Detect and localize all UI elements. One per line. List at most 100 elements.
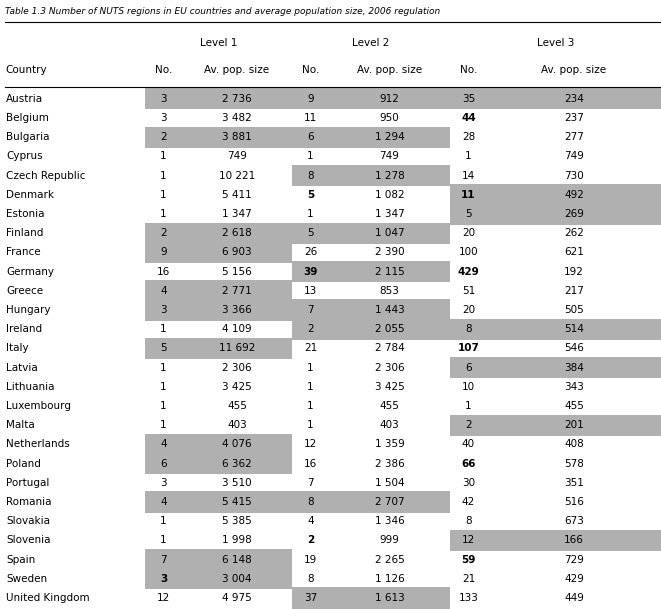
Text: 749: 749 bbox=[227, 152, 247, 161]
Text: Finland: Finland bbox=[6, 228, 44, 238]
Text: 35: 35 bbox=[462, 94, 475, 104]
Text: Level 3: Level 3 bbox=[537, 38, 574, 48]
Text: Av. pop. size: Av. pop. size bbox=[204, 65, 270, 75]
Text: 11 692: 11 692 bbox=[219, 343, 255, 353]
Text: 2 306: 2 306 bbox=[375, 362, 405, 373]
Text: 3 004: 3 004 bbox=[222, 574, 252, 584]
Text: 59: 59 bbox=[461, 555, 476, 565]
Bar bbox=[292, 261, 329, 282]
Text: 5 385: 5 385 bbox=[222, 516, 252, 526]
Text: 1: 1 bbox=[465, 152, 472, 161]
Text: 429: 429 bbox=[457, 267, 479, 276]
Text: 516: 516 bbox=[564, 497, 584, 507]
Text: 5 411: 5 411 bbox=[222, 190, 252, 200]
Text: 7: 7 bbox=[160, 555, 167, 565]
Text: 6 903: 6 903 bbox=[222, 247, 252, 258]
Bar bbox=[145, 434, 182, 455]
Text: 408: 408 bbox=[564, 440, 584, 449]
Bar bbox=[487, 357, 661, 378]
Text: Estonia: Estonia bbox=[6, 209, 44, 219]
Bar bbox=[292, 491, 329, 513]
Text: 8: 8 bbox=[307, 497, 314, 507]
Bar bbox=[450, 415, 487, 436]
Text: 749: 749 bbox=[564, 152, 584, 161]
Text: 4 076: 4 076 bbox=[222, 440, 252, 449]
Text: 3 366: 3 366 bbox=[222, 305, 252, 315]
Bar bbox=[145, 242, 182, 263]
Text: 4 975: 4 975 bbox=[222, 593, 252, 603]
Bar bbox=[292, 165, 329, 186]
Text: 351: 351 bbox=[564, 478, 584, 488]
Bar bbox=[145, 300, 182, 320]
Bar bbox=[182, 338, 292, 359]
Text: Latvia: Latvia bbox=[6, 362, 38, 373]
Text: France: France bbox=[6, 247, 40, 258]
Text: Slovakia: Slovakia bbox=[6, 516, 50, 526]
Text: Spain: Spain bbox=[6, 555, 35, 565]
Text: 1 347: 1 347 bbox=[375, 209, 405, 219]
Text: 1: 1 bbox=[307, 362, 314, 373]
Bar bbox=[182, 453, 292, 474]
Text: Germany: Germany bbox=[6, 267, 54, 276]
Text: 2: 2 bbox=[307, 324, 314, 334]
Bar bbox=[182, 280, 292, 301]
Bar bbox=[292, 588, 329, 608]
Text: 505: 505 bbox=[564, 305, 584, 315]
Text: 12: 12 bbox=[462, 535, 475, 546]
Text: Level 2: Level 2 bbox=[352, 38, 390, 48]
Bar bbox=[450, 319, 487, 340]
Bar bbox=[292, 88, 329, 110]
Text: 201: 201 bbox=[564, 420, 584, 430]
Text: Malta: Malta bbox=[6, 420, 35, 430]
Text: 1: 1 bbox=[160, 362, 167, 373]
Text: Bulgaria: Bulgaria bbox=[6, 132, 50, 142]
Bar bbox=[450, 88, 487, 110]
Text: Level 1: Level 1 bbox=[200, 38, 237, 48]
Text: Greece: Greece bbox=[6, 286, 43, 296]
Text: 37: 37 bbox=[304, 593, 317, 603]
Text: 455: 455 bbox=[227, 401, 247, 411]
Text: 5: 5 bbox=[465, 209, 472, 219]
Text: 262: 262 bbox=[564, 228, 584, 238]
Text: 39: 39 bbox=[303, 267, 318, 276]
Bar bbox=[329, 127, 450, 148]
Text: 999: 999 bbox=[379, 535, 399, 546]
Text: 20: 20 bbox=[462, 305, 475, 315]
Text: Av. pop. size: Av. pop. size bbox=[357, 65, 422, 75]
Text: 2 055: 2 055 bbox=[375, 324, 405, 334]
Text: 12: 12 bbox=[304, 440, 317, 449]
Text: 343: 343 bbox=[564, 382, 584, 392]
Bar bbox=[329, 300, 450, 320]
Text: 403: 403 bbox=[227, 420, 247, 430]
Bar bbox=[450, 357, 487, 378]
Text: 621: 621 bbox=[564, 247, 584, 258]
Text: 2: 2 bbox=[465, 420, 472, 430]
Text: 3: 3 bbox=[160, 94, 167, 104]
Bar bbox=[329, 165, 450, 186]
Text: 2: 2 bbox=[160, 228, 167, 238]
Text: 853: 853 bbox=[379, 286, 399, 296]
Text: 107: 107 bbox=[457, 343, 479, 353]
Text: 21: 21 bbox=[304, 343, 317, 353]
Text: 13: 13 bbox=[304, 286, 317, 296]
Text: 11: 11 bbox=[304, 113, 317, 123]
Text: 429: 429 bbox=[564, 574, 584, 584]
Text: 6 148: 6 148 bbox=[222, 555, 252, 565]
Bar bbox=[145, 568, 182, 590]
Text: No.: No. bbox=[155, 65, 172, 75]
Text: 1: 1 bbox=[307, 382, 314, 392]
Text: 1 359: 1 359 bbox=[375, 440, 405, 449]
Text: 1: 1 bbox=[160, 209, 167, 219]
Text: 1 294: 1 294 bbox=[375, 132, 405, 142]
Text: 8: 8 bbox=[307, 171, 314, 181]
Text: 40: 40 bbox=[462, 440, 475, 449]
Text: Romania: Romania bbox=[6, 497, 52, 507]
Text: 66: 66 bbox=[461, 459, 476, 468]
Text: 234: 234 bbox=[564, 94, 584, 104]
Text: 1: 1 bbox=[160, 516, 167, 526]
Text: 5: 5 bbox=[307, 228, 314, 238]
Bar bbox=[182, 491, 292, 513]
Bar bbox=[450, 530, 487, 551]
Text: 6: 6 bbox=[465, 362, 472, 373]
Text: 192: 192 bbox=[564, 267, 584, 276]
